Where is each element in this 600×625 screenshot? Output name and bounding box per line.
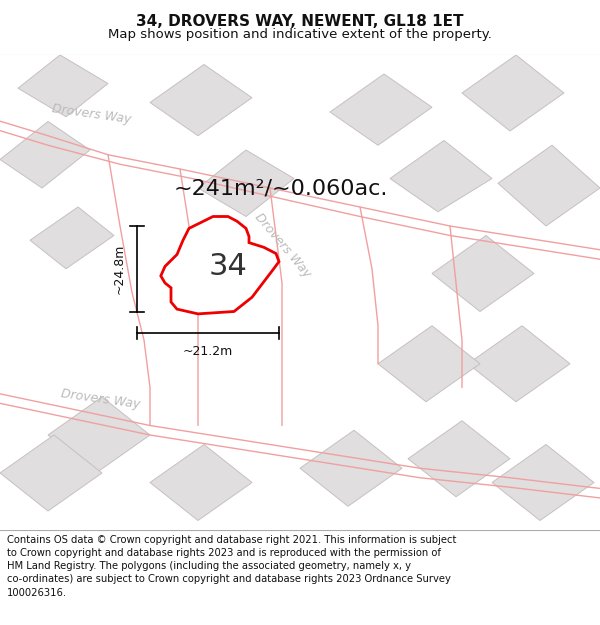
Polygon shape (498, 145, 600, 226)
Text: Map shows position and indicative extent of the property.: Map shows position and indicative extent… (108, 28, 492, 41)
Polygon shape (18, 55, 108, 117)
Text: 34: 34 (209, 253, 248, 281)
Text: ~24.8m: ~24.8m (113, 244, 126, 294)
Polygon shape (492, 444, 594, 521)
Polygon shape (198, 150, 294, 216)
Text: 34, DROVERS WAY, NEWENT, GL18 1ET: 34, DROVERS WAY, NEWENT, GL18 1ET (136, 14, 464, 29)
Polygon shape (161, 216, 279, 314)
Polygon shape (48, 397, 150, 473)
Text: ~241m²/~0.060ac.: ~241m²/~0.060ac. (174, 178, 388, 198)
Polygon shape (408, 421, 510, 497)
Polygon shape (0, 435, 102, 511)
Polygon shape (462, 55, 564, 131)
Text: Drovers Way: Drovers Way (60, 388, 141, 411)
Text: Contains OS data © Crown copyright and database right 2021. This information is : Contains OS data © Crown copyright and d… (7, 535, 457, 598)
Polygon shape (150, 64, 252, 136)
Polygon shape (468, 326, 570, 402)
Polygon shape (150, 444, 252, 521)
Polygon shape (330, 74, 432, 145)
Text: ~21.2m: ~21.2m (183, 345, 233, 358)
Polygon shape (432, 236, 534, 311)
Text: Drovers Way: Drovers Way (51, 102, 132, 126)
Polygon shape (30, 207, 114, 269)
Polygon shape (390, 141, 492, 212)
Text: Drovers Way: Drovers Way (252, 210, 313, 280)
Polygon shape (0, 121, 90, 188)
Polygon shape (378, 326, 480, 402)
Polygon shape (300, 430, 402, 506)
